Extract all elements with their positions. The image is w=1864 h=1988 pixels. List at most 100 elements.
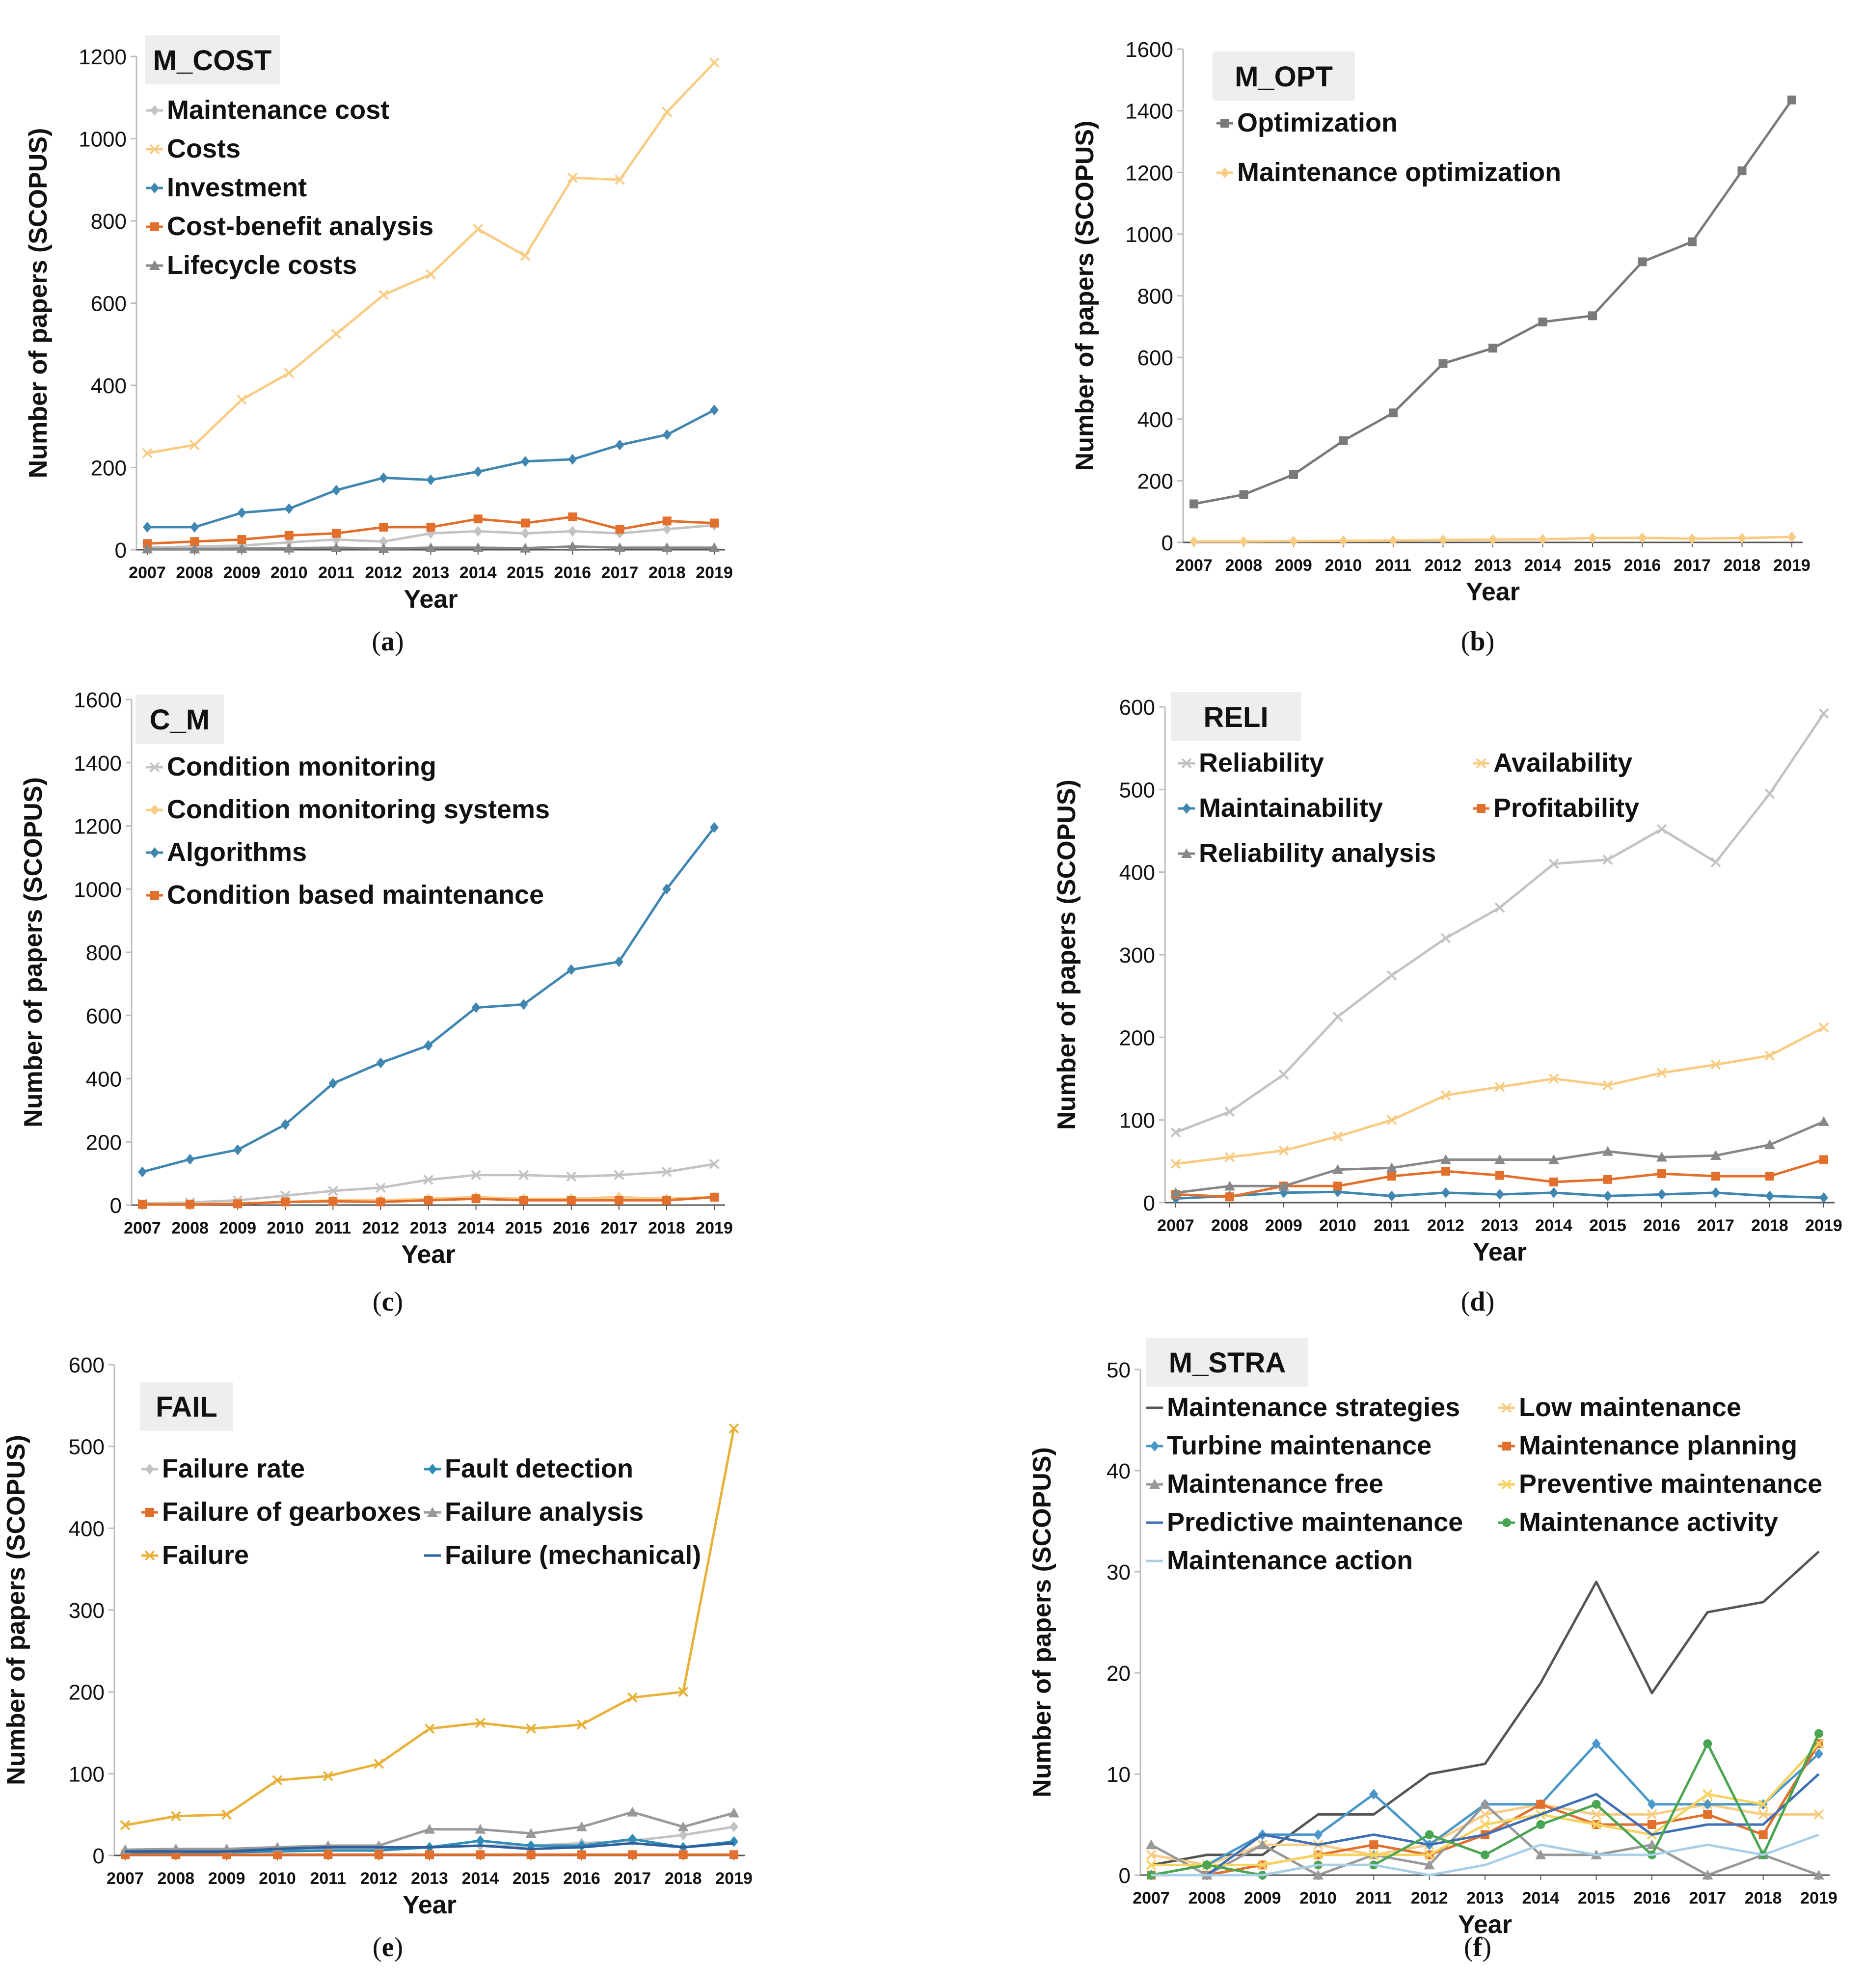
y-tick-label: 1000 xyxy=(1125,223,1173,247)
panel-name-box xyxy=(1146,1338,1308,1387)
x-tick-label: 2008 xyxy=(1211,1216,1248,1235)
x-tick-label: 2015 xyxy=(507,564,544,582)
x-tick-label: 2009 xyxy=(223,564,261,582)
data-point xyxy=(142,543,153,554)
data-point xyxy=(476,1850,485,1859)
x-axis-label: Year xyxy=(1466,578,1520,606)
data-point xyxy=(376,1057,385,1069)
data-point xyxy=(1368,1850,1379,1860)
data-point xyxy=(1224,1152,1235,1162)
x-tick-label: 2008 xyxy=(171,1219,209,1237)
y-tick-label: 100 xyxy=(1119,1109,1155,1133)
chart-panel-c: 0 200 400 600 800 1000 1200 1400 1600 2007 2008 200… xyxy=(19,688,733,1317)
x-tick-label: 2011 xyxy=(318,564,354,582)
panel-caption: (b) xyxy=(1461,626,1494,657)
data-point xyxy=(614,1170,624,1181)
x-tick-label: 2012 xyxy=(362,1219,400,1237)
x-axis-label: Year xyxy=(1458,1910,1512,1939)
x-tick-label: 2009 xyxy=(219,1219,256,1237)
data-point xyxy=(1602,855,1613,865)
data-point xyxy=(374,1850,383,1859)
x-tick-label: 2015 xyxy=(1574,556,1611,575)
y-tick-label: 0 xyxy=(1143,1191,1155,1215)
data-point xyxy=(1481,1850,1489,1859)
data-point xyxy=(519,1196,528,1205)
data-point xyxy=(1549,1177,1558,1186)
data-point xyxy=(473,526,483,537)
data-point xyxy=(1656,1152,1667,1162)
data-point xyxy=(1602,1146,1613,1156)
data-point xyxy=(1764,1050,1775,1061)
data-point xyxy=(186,1200,195,1209)
data-point xyxy=(1538,534,1547,545)
panel-name: M_STRA xyxy=(1169,1347,1286,1379)
legend-label: Lifecycle costs xyxy=(167,250,357,280)
y-tick-label: 400 xyxy=(1137,408,1173,432)
panel-name: C_M xyxy=(150,704,210,736)
data-point xyxy=(237,394,247,405)
x-tick-label: 2019 xyxy=(715,1869,753,1888)
y-tick-label: 600 xyxy=(1119,696,1155,720)
chart-panel-d: 0 100 200 300 400 500 600 2007 2008 2009 2010 2011 2… xyxy=(1053,692,1842,1317)
chart-panel-b: 0 200 400 600 800 1000 1200 1400 1600 2007 2008 200… xyxy=(1071,38,1810,657)
x-tick-label: 2013 xyxy=(411,1869,448,1888)
data-point xyxy=(1535,1849,1546,1859)
x-tick-label: 2017 xyxy=(614,1869,651,1888)
legend-label: Turbine maintenance xyxy=(1167,1431,1432,1460)
panel-name: RELI xyxy=(1203,701,1268,733)
data-point xyxy=(1257,1839,1268,1850)
data-point xyxy=(471,1002,481,1013)
data-point xyxy=(1711,1187,1720,1198)
x-axis-label: Year xyxy=(402,1240,456,1269)
data-point xyxy=(567,172,578,183)
data-point xyxy=(729,1850,738,1859)
x-tick-label: 2007 xyxy=(107,1869,144,1888)
data-point xyxy=(1386,1115,1397,1126)
legend-label: Investment xyxy=(167,173,307,202)
data-point xyxy=(521,456,530,467)
data-point xyxy=(1588,311,1597,321)
legend-marker xyxy=(150,847,159,858)
data-point xyxy=(1591,1809,1602,1820)
data-point xyxy=(1758,1830,1768,1839)
data-point xyxy=(190,521,199,533)
data-point xyxy=(1224,1181,1235,1191)
x-tick-label: 2014 xyxy=(1522,1889,1560,1907)
legend-marker xyxy=(150,891,159,900)
data-point xyxy=(1386,1162,1397,1173)
y-tick-label: 400 xyxy=(86,1068,122,1092)
x-tick-label: 2010 xyxy=(1325,556,1362,575)
data-point xyxy=(233,1199,243,1209)
x-tick-label: 2018 xyxy=(1751,1216,1788,1235)
y-tick-label: 400 xyxy=(69,1517,105,1541)
y-axis-label: Number of papers (SCOPUS) xyxy=(19,777,48,1128)
x-tick-label: 2018 xyxy=(648,1219,685,1237)
data-point xyxy=(729,1836,738,1847)
data-point xyxy=(1440,1090,1451,1101)
data-point xyxy=(729,1821,738,1832)
data-point xyxy=(1703,1799,1712,1810)
data-point xyxy=(1239,490,1248,499)
data-point xyxy=(567,1196,576,1205)
data-point xyxy=(615,525,624,534)
x-tick-label: 2017 xyxy=(600,1219,638,1237)
data-point xyxy=(1787,95,1796,105)
data-point xyxy=(1764,788,1775,799)
data-point xyxy=(576,1821,587,1831)
legend-marker xyxy=(1150,1441,1159,1451)
legend-marker xyxy=(149,260,160,270)
y-axis-label: Number of papers (SCOPUS) xyxy=(1053,779,1081,1130)
data-point xyxy=(519,999,528,1010)
data-point xyxy=(568,454,577,465)
panel-name-box xyxy=(135,695,224,744)
data-point xyxy=(709,57,720,68)
data-point xyxy=(677,1821,689,1831)
x-tick-label: 2012 xyxy=(1411,1889,1448,1907)
data-point xyxy=(1592,1800,1601,1809)
data-point xyxy=(1688,237,1697,246)
data-point xyxy=(1425,1830,1434,1839)
data-point xyxy=(281,1197,290,1207)
data-point xyxy=(425,542,436,552)
data-point xyxy=(1278,1069,1289,1080)
data-point xyxy=(1602,1080,1613,1091)
